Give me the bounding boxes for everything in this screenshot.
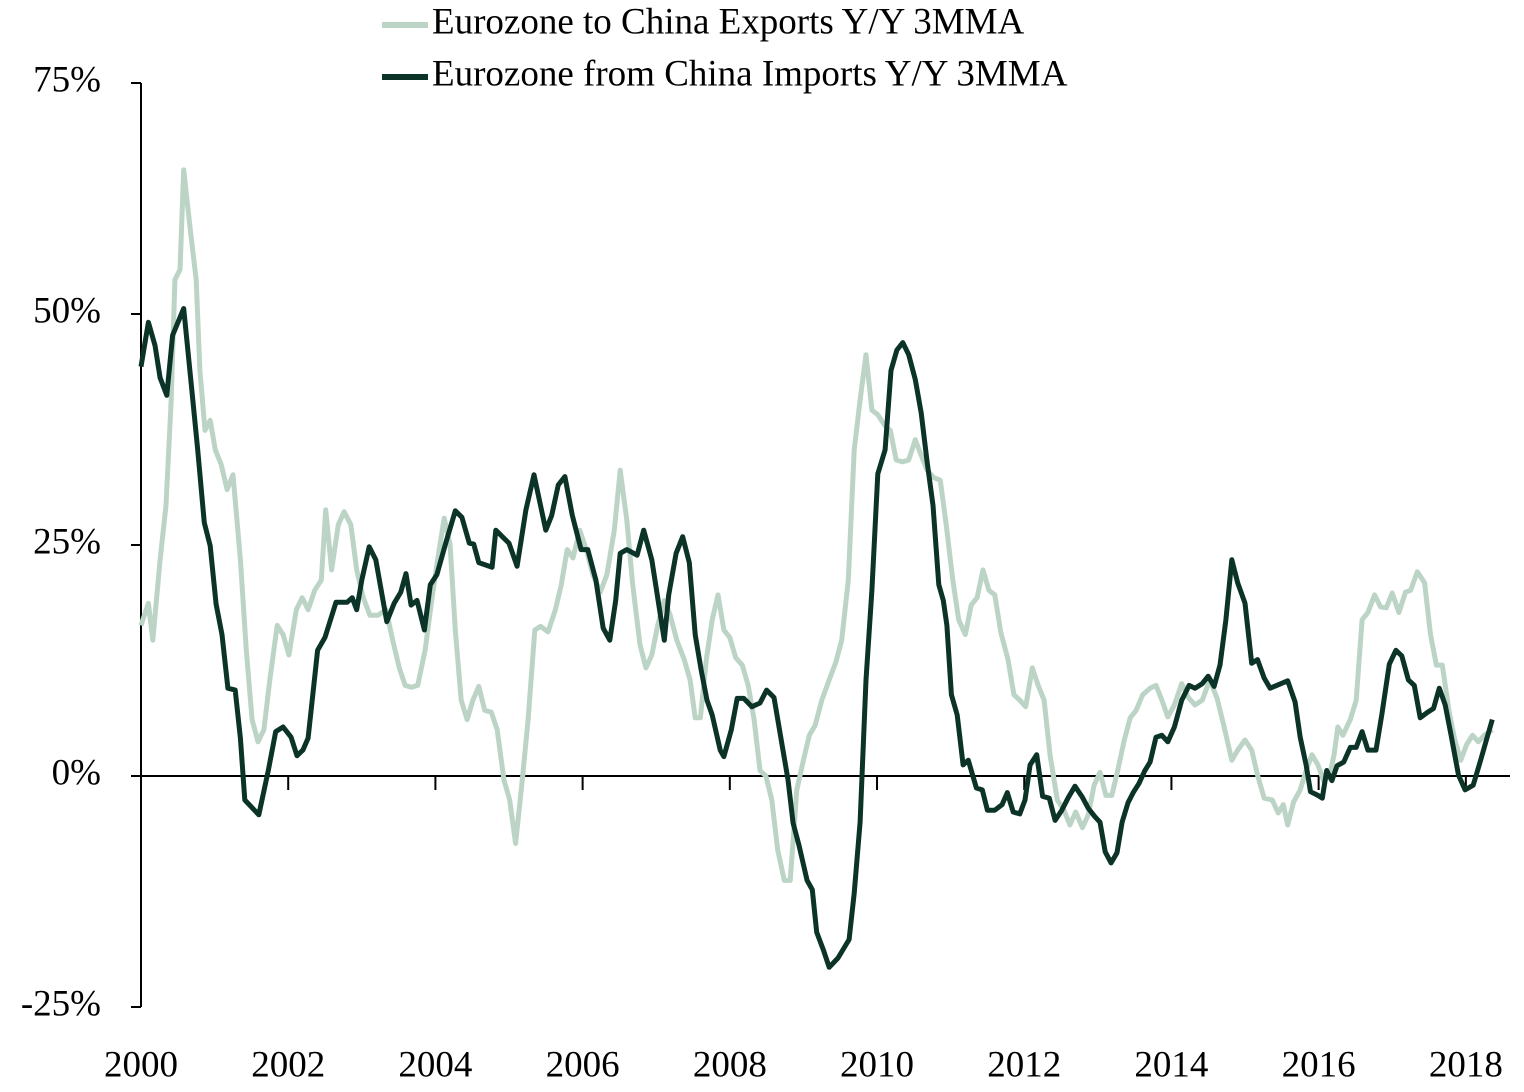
y-tick-label: 0% bbox=[52, 752, 101, 793]
y-tick-label: 25% bbox=[33, 521, 101, 562]
x-tick-label: 2006 bbox=[546, 1044, 620, 1085]
x-tick-label: 2012 bbox=[987, 1044, 1061, 1085]
series-line bbox=[138, 167, 1494, 883]
y-tick-label: 75% bbox=[33, 59, 101, 100]
x-tick-label: 2004 bbox=[398, 1044, 472, 1085]
legend-label: Eurozone to China Exports Y/Y 3MMA bbox=[432, 1, 1025, 42]
y-tick-label: 50% bbox=[33, 290, 101, 331]
y-tick-label: -25% bbox=[21, 983, 101, 1024]
x-tick-label: 2008 bbox=[693, 1044, 767, 1085]
x-tick-label: 2010 bbox=[840, 1044, 914, 1085]
series-line bbox=[138, 306, 1495, 970]
legend-label: Eurozone from China Imports Y/Y 3MMA bbox=[432, 53, 1068, 94]
x-tick-label: 2018 bbox=[1429, 1044, 1503, 1085]
x-tick-label: 2016 bbox=[1282, 1044, 1356, 1085]
x-tick-label: 2002 bbox=[251, 1044, 325, 1085]
x-tick-label: 2014 bbox=[1134, 1044, 1208, 1085]
x-tick-label: 2000 bbox=[104, 1044, 178, 1085]
